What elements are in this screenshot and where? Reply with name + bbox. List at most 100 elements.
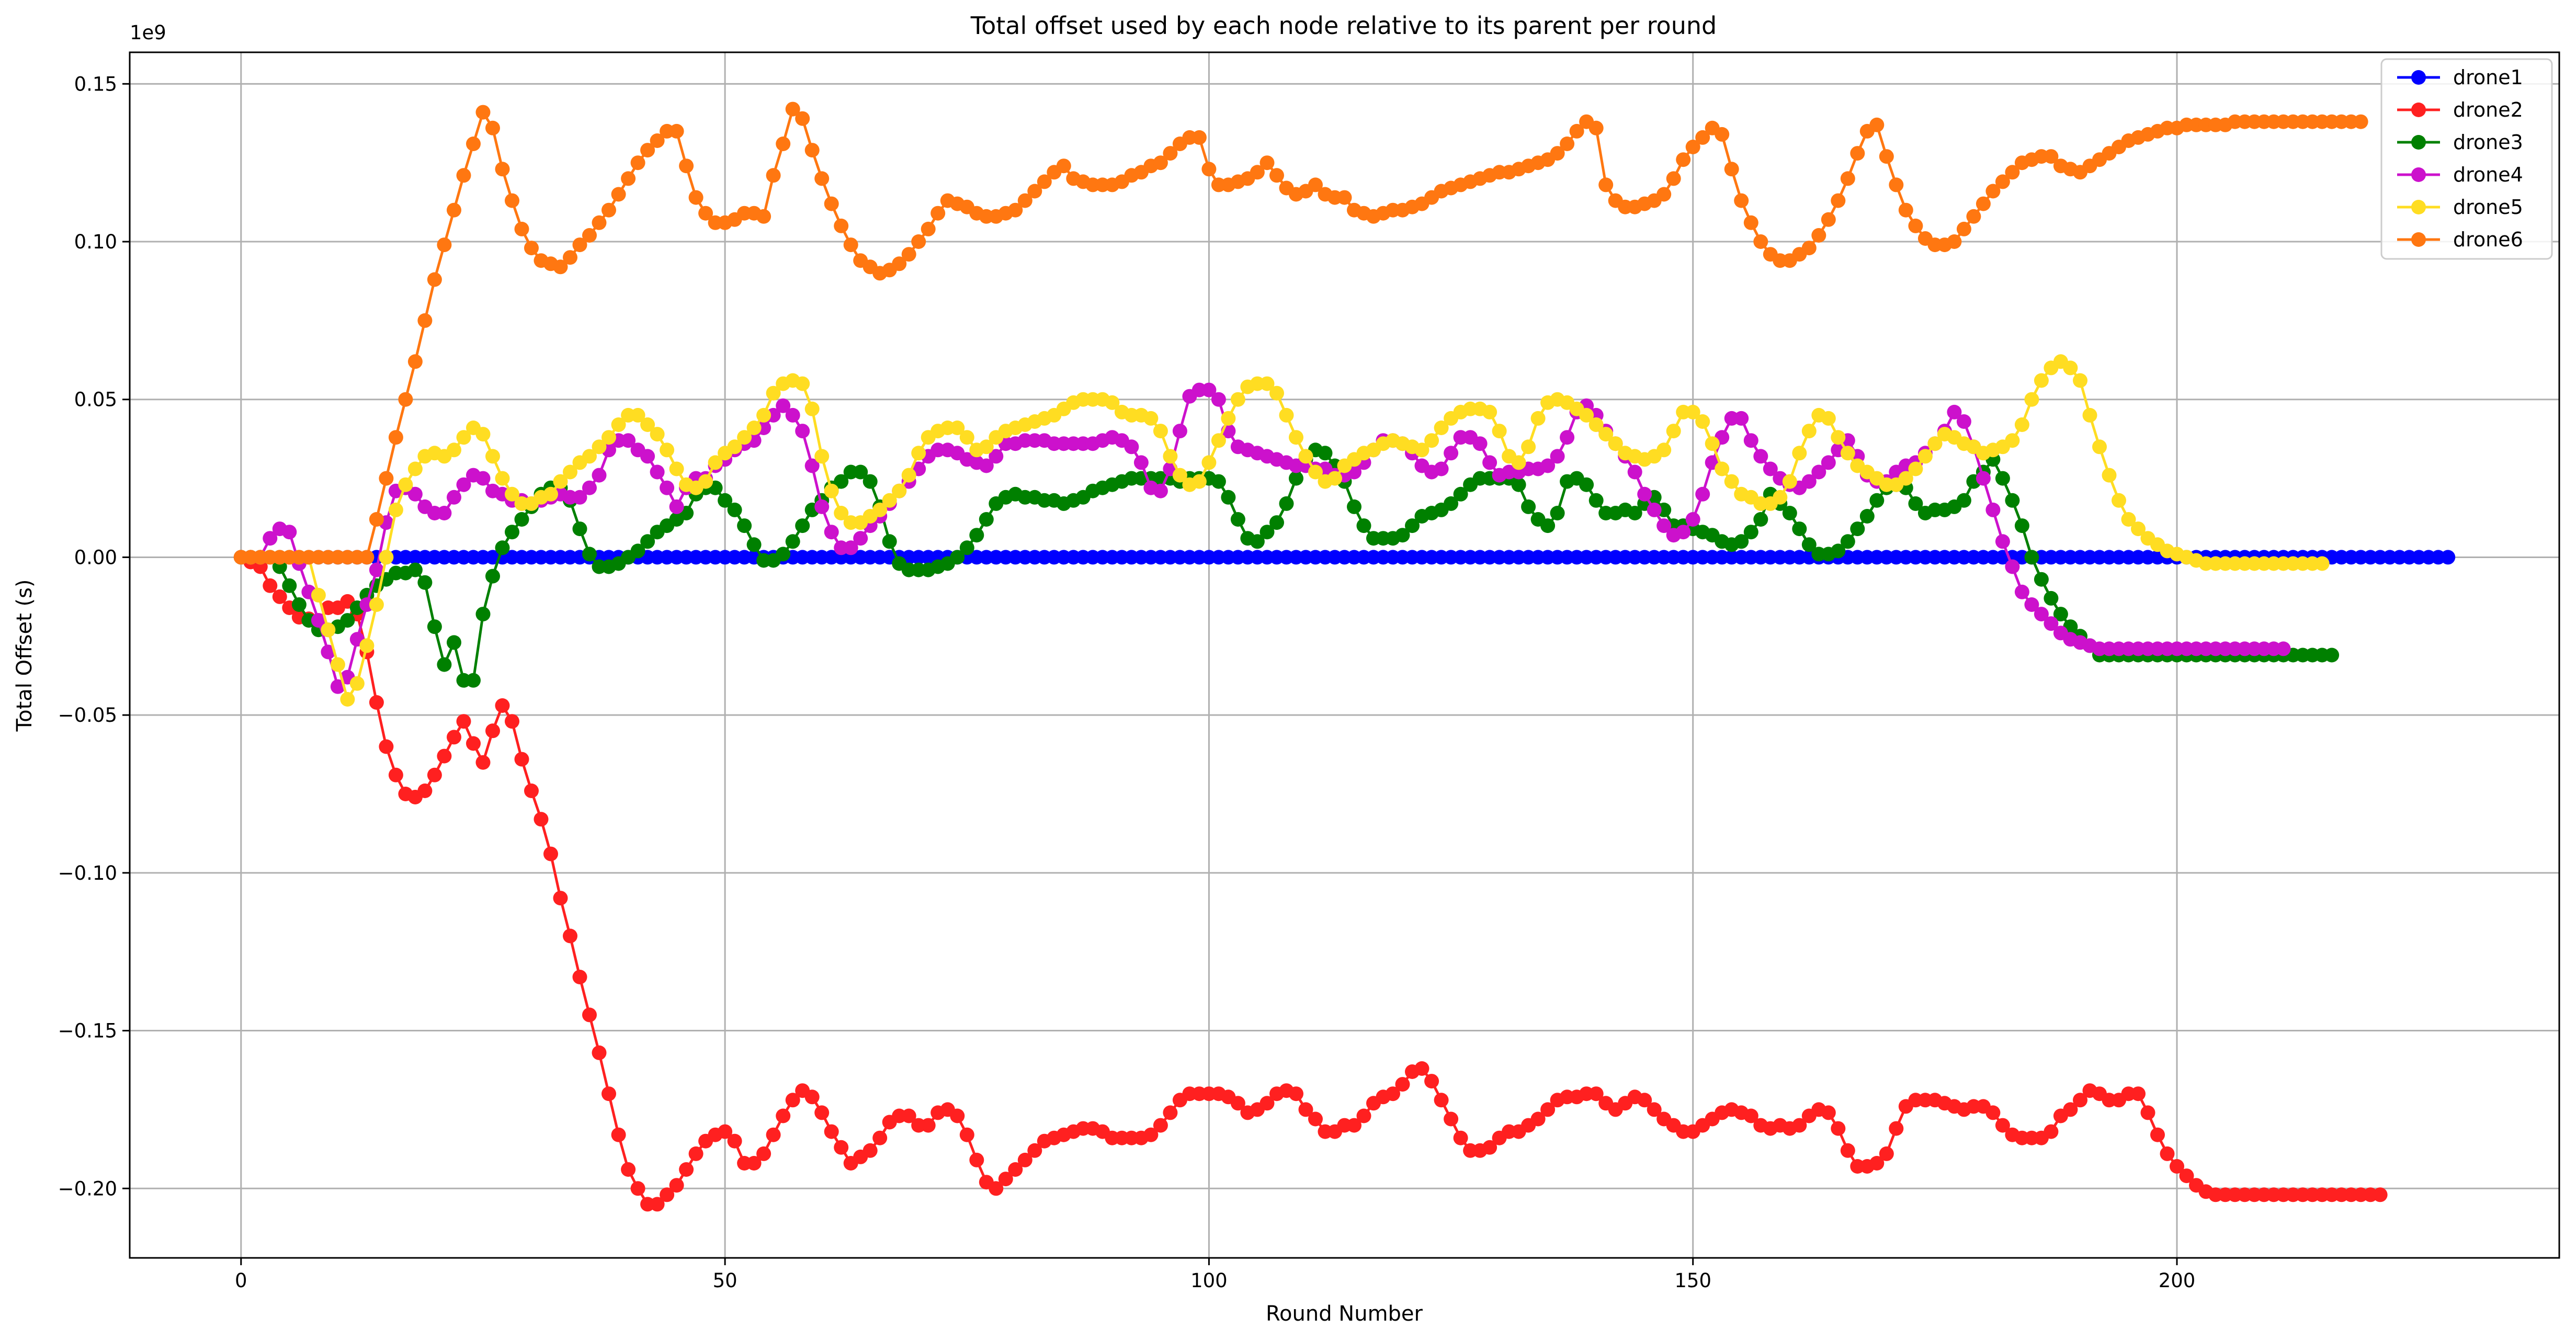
data-point-drone2: [379, 739, 394, 754]
data-point-drone4: [814, 499, 830, 514]
data-point-drone2: [2131, 1086, 2146, 1101]
data-point-drone5: [2121, 512, 2136, 527]
legend-label-drone4: drone4: [2453, 163, 2523, 186]
data-point-drone4: [1763, 461, 1778, 476]
y-tick-label: −0.20: [58, 1177, 117, 1200]
data-point-drone3: [1395, 528, 1410, 543]
data-point-drone5: [901, 468, 916, 483]
data-point-drone2: [514, 752, 529, 767]
plot-frame: [129, 51, 2560, 1259]
data-point-drone2: [1444, 1111, 1459, 1127]
data-point-drone6: [688, 190, 703, 205]
data-point-drone3: [1540, 518, 1556, 533]
data-point-drone5: [1230, 392, 1245, 407]
data-point-drone2: [950, 1108, 965, 1123]
data-point-drone5: [2314, 556, 2330, 571]
data-point-drone2: [553, 891, 568, 906]
data-point-drone3: [1356, 518, 1371, 533]
data-point-drone2: [1017, 1152, 1032, 1167]
y-axis-label: Total Offset (s): [13, 579, 37, 732]
data-point-drone4: [804, 458, 820, 473]
data-point-drone2: [2044, 1124, 2059, 1139]
data-point-drone6: [1037, 174, 1052, 189]
data-point-drone5: [1279, 407, 1294, 423]
data-point-drone6: [776, 137, 791, 151]
data-point-drone4: [1133, 455, 1149, 470]
data-point-drone3: [1579, 477, 1594, 492]
data-point-drone3: [582, 547, 597, 562]
data-point-drone6: [407, 354, 423, 369]
data-point-drone4: [853, 531, 868, 546]
data-point-drone2: [2170, 1159, 2184, 1174]
data-point-drone2: [621, 1162, 636, 1177]
data-point-drone3: [1831, 543, 1846, 559]
data-point-drone4: [1172, 424, 1187, 439]
data-point-drone2: [1588, 1086, 1604, 1101]
data-point-drone2: [572, 970, 587, 984]
data-point-drone5: [349, 676, 365, 691]
x-tick-label: 0: [235, 1269, 247, 1292]
data-point-drone3: [1550, 506, 1565, 520]
data-point-drone6: [505, 193, 519, 208]
data-point-drone2: [1298, 1102, 1313, 1117]
data-point-drone6: [379, 471, 394, 486]
data-point-drone2: [834, 1140, 849, 1155]
x-tick-label: 50: [713, 1269, 737, 1292]
data-point-drone3: [737, 518, 752, 533]
data-point-drone5: [1840, 446, 1855, 461]
data-point-drone5: [407, 461, 423, 476]
data-point-drone5: [1308, 464, 1323, 480]
data-point-drone6: [1947, 234, 1962, 249]
data-point-drone4: [1627, 464, 1642, 480]
data-point-drone6: [485, 120, 500, 135]
data-point-drone6: [359, 550, 375, 565]
data-point-drone6: [1898, 202, 1913, 218]
data-point-drone3: [1347, 499, 1361, 514]
data-point-drone5: [1105, 395, 1120, 410]
data-point-drone3: [1782, 506, 1797, 520]
data-point-drone4: [1482, 455, 1497, 470]
data-point-drone6: [921, 221, 936, 236]
data-point-drone6: [466, 137, 481, 151]
data-point-drone3: [1318, 446, 1333, 461]
data-point-drone6: [1715, 127, 1730, 142]
data-point-drone3: [1627, 506, 1642, 520]
data-point-drone3: [1269, 515, 1284, 530]
data-point-drone5: [804, 401, 820, 416]
y-tick-label: −0.15: [58, 1020, 117, 1042]
data-point-drone4: [776, 398, 791, 413]
data-point-drone2: [1259, 1096, 1275, 1111]
y-tick-label: −0.10: [58, 862, 117, 884]
data-point-drone5: [1724, 474, 1739, 489]
data-point-drone2: [921, 1118, 936, 1133]
data-point-drone4: [2044, 616, 2059, 631]
data-point-drone4: [1976, 471, 1991, 486]
data-point-drone6: [1889, 177, 1904, 192]
data-point-drone5: [1153, 424, 1168, 439]
data-point-drone2: [718, 1124, 733, 1139]
data-point-drone3: [785, 534, 800, 549]
data-point-drone2: [727, 1133, 742, 1149]
data-point-drone2: [1540, 1102, 1556, 1117]
series-layer: [233, 101, 2456, 1212]
data-point-drone6: [524, 241, 539, 256]
data-point-drone2: [1995, 1118, 2010, 1133]
data-point-drone3: [718, 493, 733, 508]
data-point-drone6: [602, 202, 616, 218]
data-point-drone6: [766, 168, 781, 183]
data-point-drone6: [1695, 130, 1710, 145]
data-point-drone5: [640, 417, 655, 432]
data-point-drone2: [1424, 1074, 1439, 1089]
data-point-drone2: [959, 1127, 974, 1142]
legend-marker-drone4: [2411, 167, 2426, 182]
data-point-drone5: [1259, 376, 1275, 391]
data-point-drone5: [1656, 442, 1672, 458]
data-point-drone2: [602, 1086, 616, 1101]
data-point-drone3: [1734, 534, 1749, 549]
data-point-drone6: [1840, 171, 1855, 186]
data-point-drone2: [1482, 1140, 1497, 1155]
data-point-drone3: [1956, 493, 1971, 508]
data-point-drone4: [1811, 464, 1826, 480]
data-point-drone4: [1695, 486, 1710, 502]
data-point-drone6: [1869, 117, 1885, 132]
